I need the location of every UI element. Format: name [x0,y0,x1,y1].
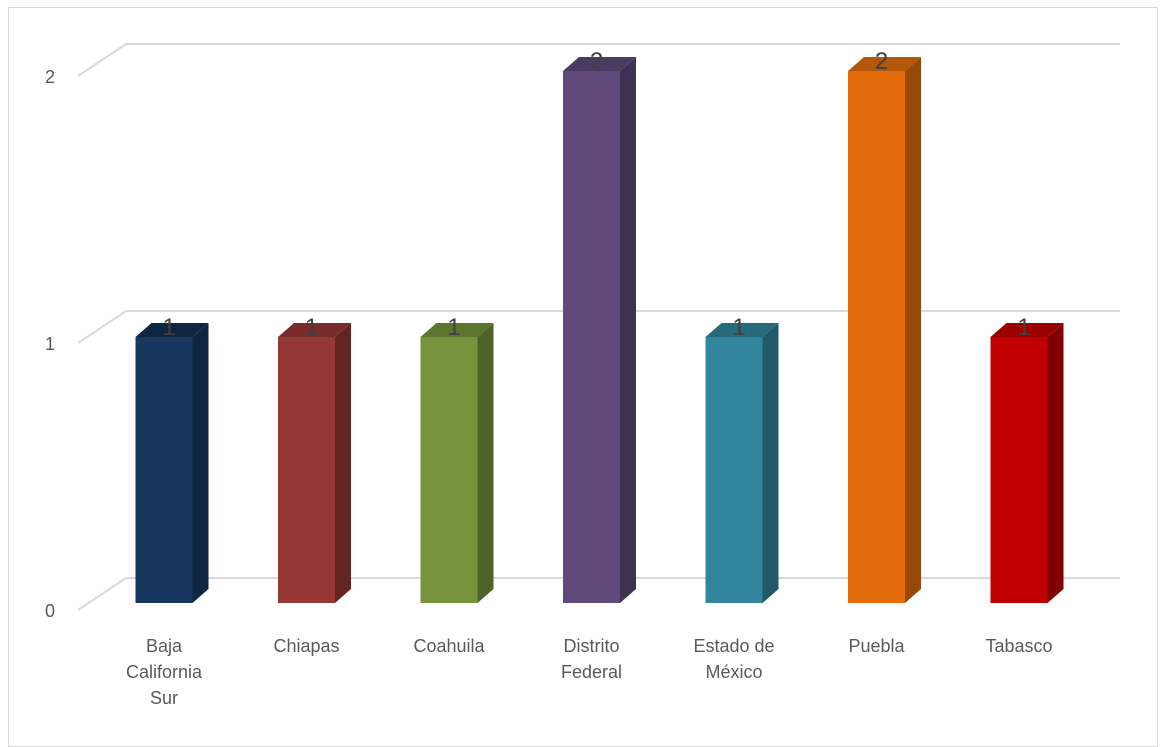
bar-top [705,323,779,337]
bar-front [563,71,620,603]
data-labels: 1 1 1 2 1 2 1 [162,48,1030,341]
data-label: 2 [875,48,888,75]
bar-side [620,57,636,603]
data-label: 1 [305,314,318,341]
bar [420,323,494,603]
bar-front [990,337,1048,603]
bar-front [135,337,193,603]
bar-front [848,71,905,603]
category-label: Chiapas [273,636,339,656]
category-label: Puebla [848,636,905,656]
bar-top [420,323,494,337]
bar-front [705,337,763,603]
y-tick-label: 0 [45,601,55,621]
bar-front [278,337,335,603]
data-label: 1 [447,314,460,341]
bar [705,323,779,603]
bar [278,323,351,603]
bar-top [135,323,209,337]
bar-side [1047,323,1064,603]
data-label: 2 [590,48,603,75]
bar-side [335,323,351,603]
gridline-diagonal [77,43,127,77]
bars [135,57,1064,603]
category-label: Baja California Sur [126,636,203,708]
y-tick-label: 1 [45,334,55,354]
bar-top [563,57,636,71]
category-label: Distrito Federal [561,636,622,682]
data-label: 1 [732,314,745,341]
y-axis-ticks: 0 1 2 [45,67,55,621]
bar [848,57,921,603]
bar-top [278,323,351,337]
category-label: Coahuila [413,636,485,656]
category-label: Tabasco [985,636,1052,656]
bar [990,323,1064,603]
bar-side [905,57,921,603]
data-label: 1 [162,314,175,341]
x-axis-categories: Baja California Sur Chiapas Coahuila Distrito… [126,636,1053,708]
bar-side [192,323,209,603]
data-label: 1 [1017,314,1030,341]
bar [563,57,636,603]
gridline-diagonal [77,310,127,344]
bar-top [990,323,1064,337]
bar [135,323,209,603]
y-tick-label: 2 [45,67,55,87]
bar-front [420,337,478,603]
gridline-diagonal [77,577,127,611]
category-label: Estado de México [693,636,774,682]
bar-side [762,323,779,603]
bar-side [477,323,494,603]
bar-top [848,57,921,71]
